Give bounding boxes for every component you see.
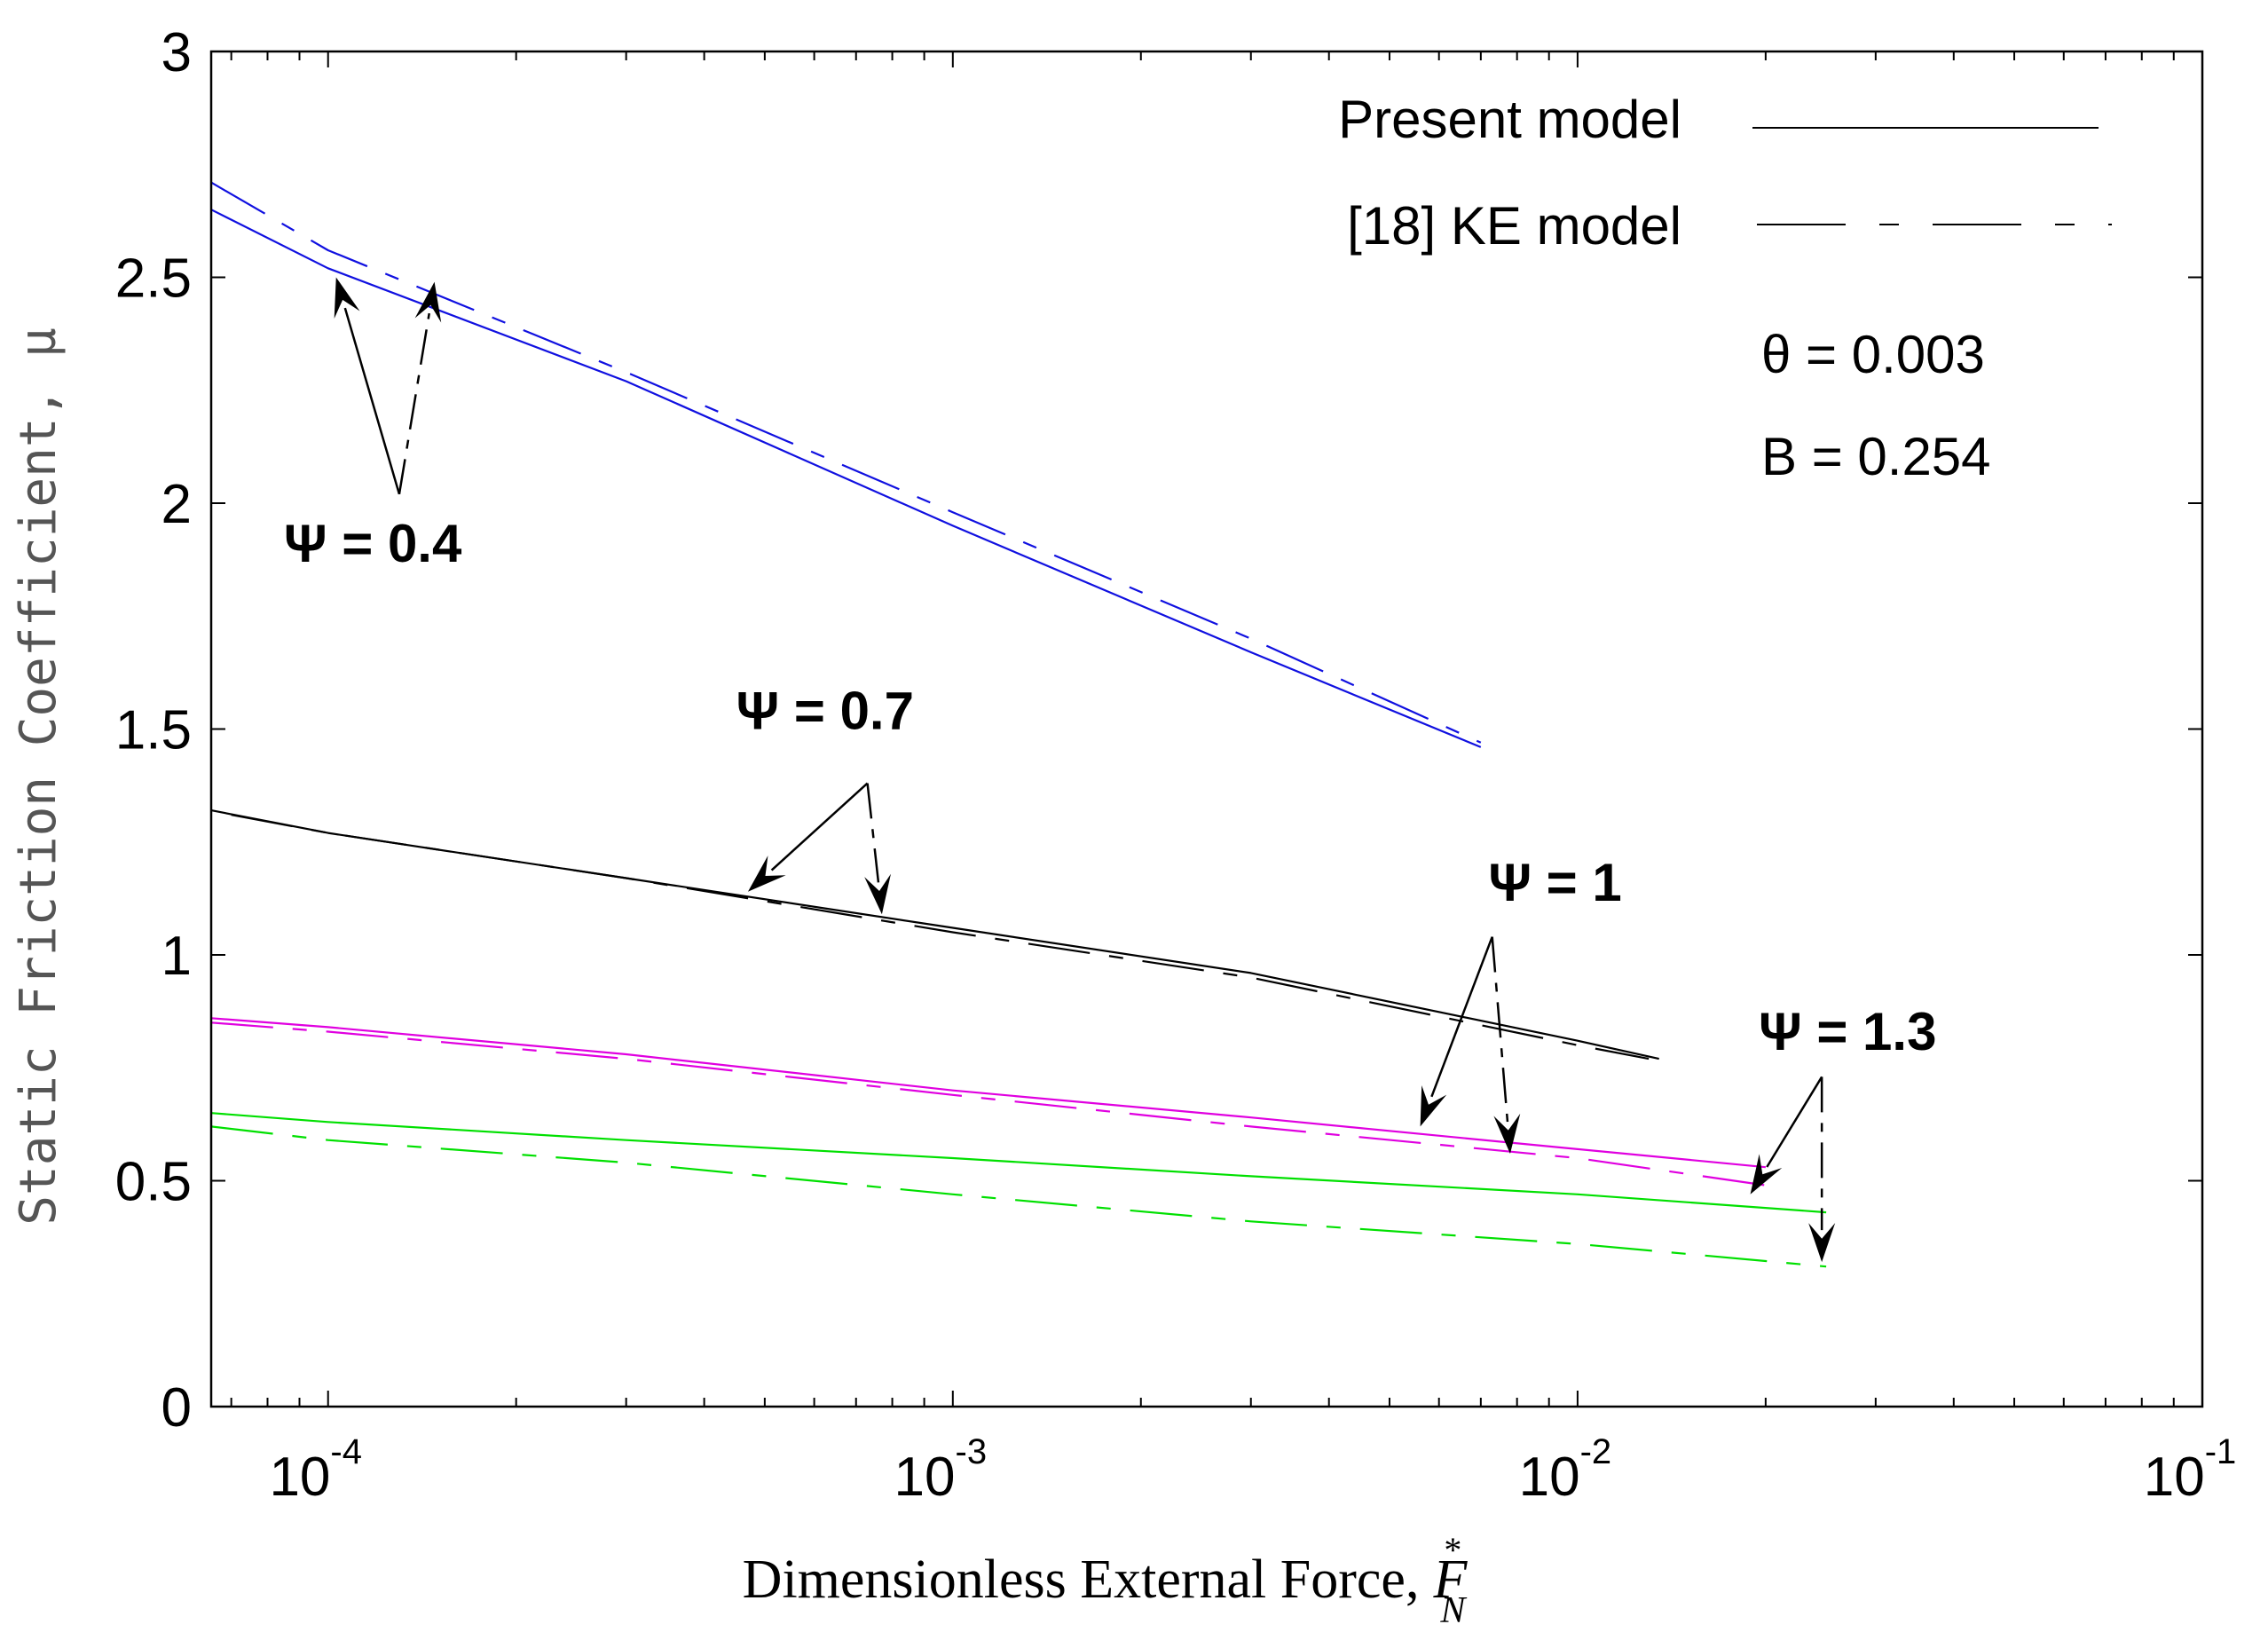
annotation-arrow-0-0-head xyxy=(334,277,360,319)
x-tick-base: 10 xyxy=(2144,1447,2205,1508)
annotation-arrow-1-0-shaft xyxy=(770,782,869,871)
annotation-arrow-2-0-shaft xyxy=(1430,936,1493,1098)
param-theta: θ = 0.003 xyxy=(1761,325,1985,384)
x-tick-base: 10 xyxy=(269,1447,330,1508)
y-axis-title: Static Friction Coefficient, μ xyxy=(10,327,67,1225)
annotation-arrow-0-1-head xyxy=(414,281,442,323)
legend: Present model [18] KE model xyxy=(1338,90,2112,256)
series-line-6 xyxy=(210,1112,1827,1214)
y-tick-label: 0.5 xyxy=(115,1152,192,1213)
series-layer xyxy=(210,181,1827,1268)
x-tick-label: 10-1 xyxy=(2144,1432,2237,1508)
series-line-5 xyxy=(210,1021,1767,1187)
annotation-arrow-2-1-shaft xyxy=(1491,936,1509,1123)
x-tick-exponent: -2 xyxy=(1580,1432,1612,1471)
param-b: B = 0.254 xyxy=(1761,427,1991,486)
annotation-arrow-2-0-head xyxy=(1420,1084,1447,1127)
series-line-3 xyxy=(231,814,1650,1060)
y-tick-label: 2 xyxy=(161,474,192,535)
series-line-7 xyxy=(210,1125,1827,1268)
x-axis-title-sup: * xyxy=(1444,1530,1461,1570)
y-tick-label: 3 xyxy=(161,22,192,83)
x-tick-exponent: -1 xyxy=(2205,1432,2237,1471)
series-line-0 xyxy=(210,209,1482,748)
x-axis-title-sub: N xyxy=(1439,1590,1467,1631)
x-tick-exponent: -3 xyxy=(956,1432,988,1471)
annotation-label-0: Ψ = 0.4 xyxy=(284,514,462,573)
y-tick-label: 1 xyxy=(161,926,192,987)
plot-frame xyxy=(209,50,2204,1408)
annotation-arrow-3-0-shaft xyxy=(1766,1076,1823,1168)
annotation-label-1: Ψ = 0.7 xyxy=(736,682,914,741)
annotation-label-2: Ψ = 1 xyxy=(1488,853,1621,912)
series-line-2 xyxy=(210,809,1659,1060)
x-tick-label: 10-3 xyxy=(894,1432,988,1508)
x-tick-label: 10-4 xyxy=(269,1432,362,1508)
legend-label-ke: [18] KE model xyxy=(1347,196,1681,256)
annotation-label-3: Ψ = 1.3 xyxy=(1759,1002,1936,1061)
y-tick-label: 0 xyxy=(161,1377,192,1439)
annotation-arrow-3-0-head xyxy=(1750,1154,1783,1195)
x-tick-exponent: -4 xyxy=(330,1432,362,1471)
legend-label-present: Present model xyxy=(1338,90,1681,149)
x-axis-title-symbol: F xyxy=(1432,1549,1468,1610)
y-tick-label: 1.5 xyxy=(115,700,192,761)
series-line-4 xyxy=(210,1017,1767,1169)
series-line-1 xyxy=(210,181,1482,744)
x-axis-title-text: Dimensionless External Force, xyxy=(743,1549,1420,1610)
annotation-arrow-0-1-shaft xyxy=(398,312,430,495)
y-tick-label: 2.5 xyxy=(115,248,192,310)
x-tick-base: 10 xyxy=(1519,1447,1580,1508)
annotation-arrow-2-1-head xyxy=(1493,1113,1521,1154)
x-axis-title: Dimensionless External Force, F* N xyxy=(743,1530,1469,1631)
annotation-arrow-3-1-head xyxy=(1808,1223,1836,1263)
x-tick-label: 10-2 xyxy=(1519,1432,1612,1508)
x-tick-base: 10 xyxy=(894,1447,956,1508)
annotation-arrow-1-1-head xyxy=(864,873,891,915)
annotation-layer: Ψ = 0.4 Ψ = 0.7 Ψ = 1 Ψ = 1.3 xyxy=(284,277,1936,1263)
annotation-arrow-0-0-shaft xyxy=(343,307,401,495)
annotation-arrow-1-0-head xyxy=(747,855,786,892)
annotation-arrow-1-1-shaft xyxy=(866,783,880,883)
